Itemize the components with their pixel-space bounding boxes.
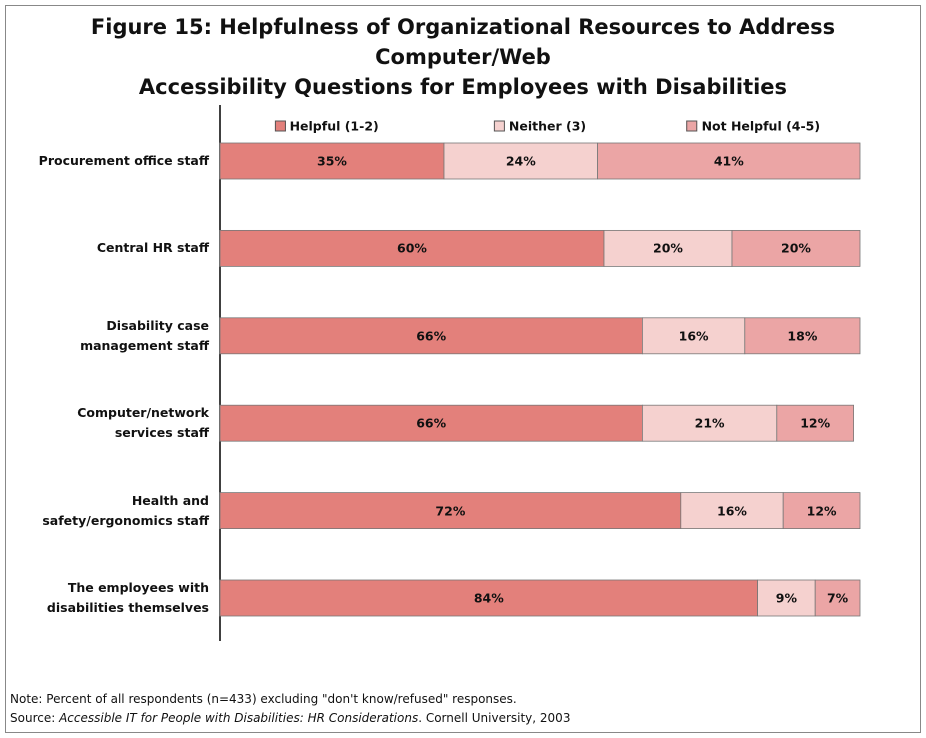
value-label: 20%: [653, 240, 683, 256]
category-label: The employees with disabilities themselv…: [46, 580, 209, 615]
legend-label: Neither (3): [508, 118, 587, 134]
category-label: Central HR staff: [96, 240, 209, 256]
bar-segment: [642, 404, 778, 442]
legend-item: Not Helpful (4-5): [686, 118, 821, 134]
bar-segment: [680, 492, 784, 530]
value-label: 84%: [473, 590, 504, 606]
legend-item: Helpful (1-2): [274, 118, 379, 134]
bar-segment: [219, 579, 758, 617]
category-label: Disability case management staff: [80, 317, 209, 353]
bar-segment: [814, 579, 861, 617]
value-label: 72%: [435, 503, 466, 519]
bar-segment: [757, 579, 816, 617]
value-label: 16%: [717, 503, 747, 519]
source-suffix: . Cornell University, 2003: [418, 711, 571, 725]
bar-segment: [219, 492, 682, 530]
legend-swatch: [274, 120, 286, 132]
bar-segment: [782, 492, 861, 530]
value-label: 35%: [317, 153, 347, 169]
value-label: 60%: [397, 240, 427, 256]
bar-segment: [443, 142, 599, 180]
value-label: 9%: [775, 590, 798, 606]
source: Source: Accessible IT for People with Di…: [10, 711, 570, 725]
source-prefix: Source:: [10, 711, 56, 725]
legend-label: Not Helpful (4-5): [701, 118, 821, 134]
value-label: 20%: [781, 240, 811, 256]
bar-segment: [597, 142, 861, 180]
value-label: 12%: [800, 415, 831, 431]
bar-segment: [744, 317, 861, 355]
value-label: 24%: [505, 153, 536, 169]
frame: [5, 5, 921, 733]
value-label: 18%: [787, 328, 818, 344]
bar-segment: [219, 404, 643, 442]
legend-label: Helpful (1-2): [289, 118, 379, 134]
note: Note: Percent of all respondents (n=433)…: [10, 692, 517, 706]
bar-segment: [219, 142, 445, 180]
legend-item: Neither (3): [493, 118, 587, 134]
value-label: 41%: [713, 153, 744, 169]
source-title: Accessible IT for People with Disabiliti…: [59, 711, 419, 725]
legend-swatch: [493, 120, 505, 132]
value-label: 21%: [694, 415, 725, 431]
value-label: 66%: [416, 415, 447, 431]
legend-swatch: [686, 120, 698, 132]
value-label: 7%: [826, 590, 849, 606]
value-label: 12%: [806, 503, 837, 519]
bar-segment: [776, 404, 854, 442]
category-label: Procurement office staff: [38, 153, 209, 168]
category-label: Health and safety/ergonomics staff: [42, 492, 209, 528]
bar-segment: [731, 229, 861, 267]
chart-title: Figure 15: Helpfulness of Organizational…: [90, 15, 836, 99]
category-label: Computer/network services staff: [77, 405, 209, 441]
value-label: 16%: [678, 328, 709, 344]
value-label: 66%: [416, 328, 447, 344]
